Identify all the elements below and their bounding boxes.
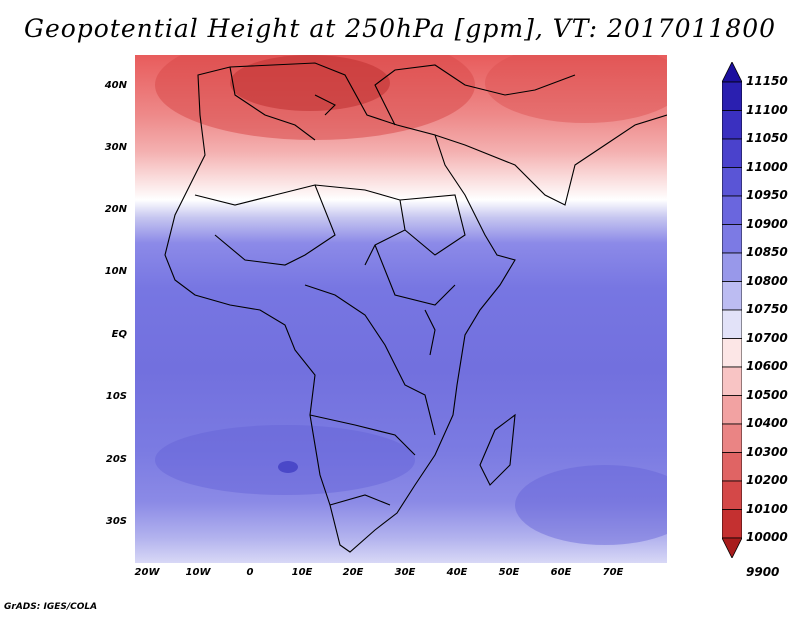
colorbar-cell xyxy=(722,224,742,254)
colorbar-cell xyxy=(722,423,742,453)
colorbar-label: 10400 xyxy=(746,416,788,430)
colorbar-cell xyxy=(722,138,742,168)
map-title: Geopotential Height at 250hPa [gpm], VT:… xyxy=(23,14,777,43)
lat-label-30s: 30S xyxy=(105,516,127,527)
lon-label-10w: 10W xyxy=(185,567,211,578)
lat-label-20n: 20N xyxy=(104,204,127,215)
colorbar-label: 11050 xyxy=(746,131,788,145)
colorbar-label: 10850 xyxy=(746,245,788,259)
colorbar-cell xyxy=(722,252,742,282)
lat-label-30n: 30N xyxy=(104,142,127,153)
colorbar-cell xyxy=(722,366,742,396)
colorbar-label: 10900 xyxy=(746,216,788,231)
lon-label-70e: 70E xyxy=(602,567,624,578)
colorbar-cell xyxy=(722,537,742,558)
lon-label-10e: 10E xyxy=(291,567,313,578)
colorbar xyxy=(722,62,742,558)
colorbar-label: 9900 xyxy=(746,564,780,579)
lat-label-eq: EQ xyxy=(111,329,127,340)
colorbar-cell xyxy=(722,509,742,539)
colorbar-label: 10750 xyxy=(746,302,788,316)
lon-label-30e: 30E xyxy=(394,567,416,578)
colorbar-label: 10500 xyxy=(746,387,788,402)
colorbar-cell xyxy=(722,62,742,83)
colorbar-cell xyxy=(722,110,742,140)
colorbar-cell xyxy=(722,281,742,311)
colorbar-cell xyxy=(722,480,742,510)
colorbar-cell xyxy=(722,195,742,225)
colorbar-label: 10200 xyxy=(746,473,788,487)
lat-label-40n: 40N xyxy=(104,80,127,91)
colorbar-label: 10100 xyxy=(746,501,788,516)
lon-label-20w: 20W xyxy=(134,567,160,578)
colorbar-cell xyxy=(722,309,742,339)
lon-label-40e: 40E xyxy=(446,567,468,578)
lon-label-60e: 60E xyxy=(550,567,572,578)
colorbar-cell xyxy=(722,395,742,425)
colorbar-label: 10800 xyxy=(746,273,788,288)
geopotential-map xyxy=(135,55,667,563)
lon-label-0: 0 xyxy=(246,567,254,578)
colorbar-cell xyxy=(722,167,742,197)
lat-label-10n: 10N xyxy=(104,266,127,277)
footer-credit: GrADS: IGES/COLA xyxy=(4,602,98,612)
colorbar-label: 11000 xyxy=(746,159,788,174)
lon-label-20e: 20E xyxy=(342,567,364,578)
colorbar-cell xyxy=(722,81,742,111)
colorbar-label: 10000 xyxy=(746,530,788,544)
colorbar-label: 11100 xyxy=(746,102,788,117)
colorbar-label: 11150 xyxy=(746,74,788,88)
colorbar-label: 10950 xyxy=(746,188,788,202)
colorbar-label: 10700 xyxy=(746,330,788,345)
colorbar-label: 10600 xyxy=(746,359,788,373)
colorbar-label: 10300 xyxy=(746,444,788,459)
colorbar-cell xyxy=(722,338,742,368)
lat-label-10s: 10S xyxy=(105,391,127,402)
lat-label-20s: 20S xyxy=(105,454,127,465)
colorbar-cell xyxy=(722,452,742,482)
lon-label-50e: 50E xyxy=(498,567,520,578)
